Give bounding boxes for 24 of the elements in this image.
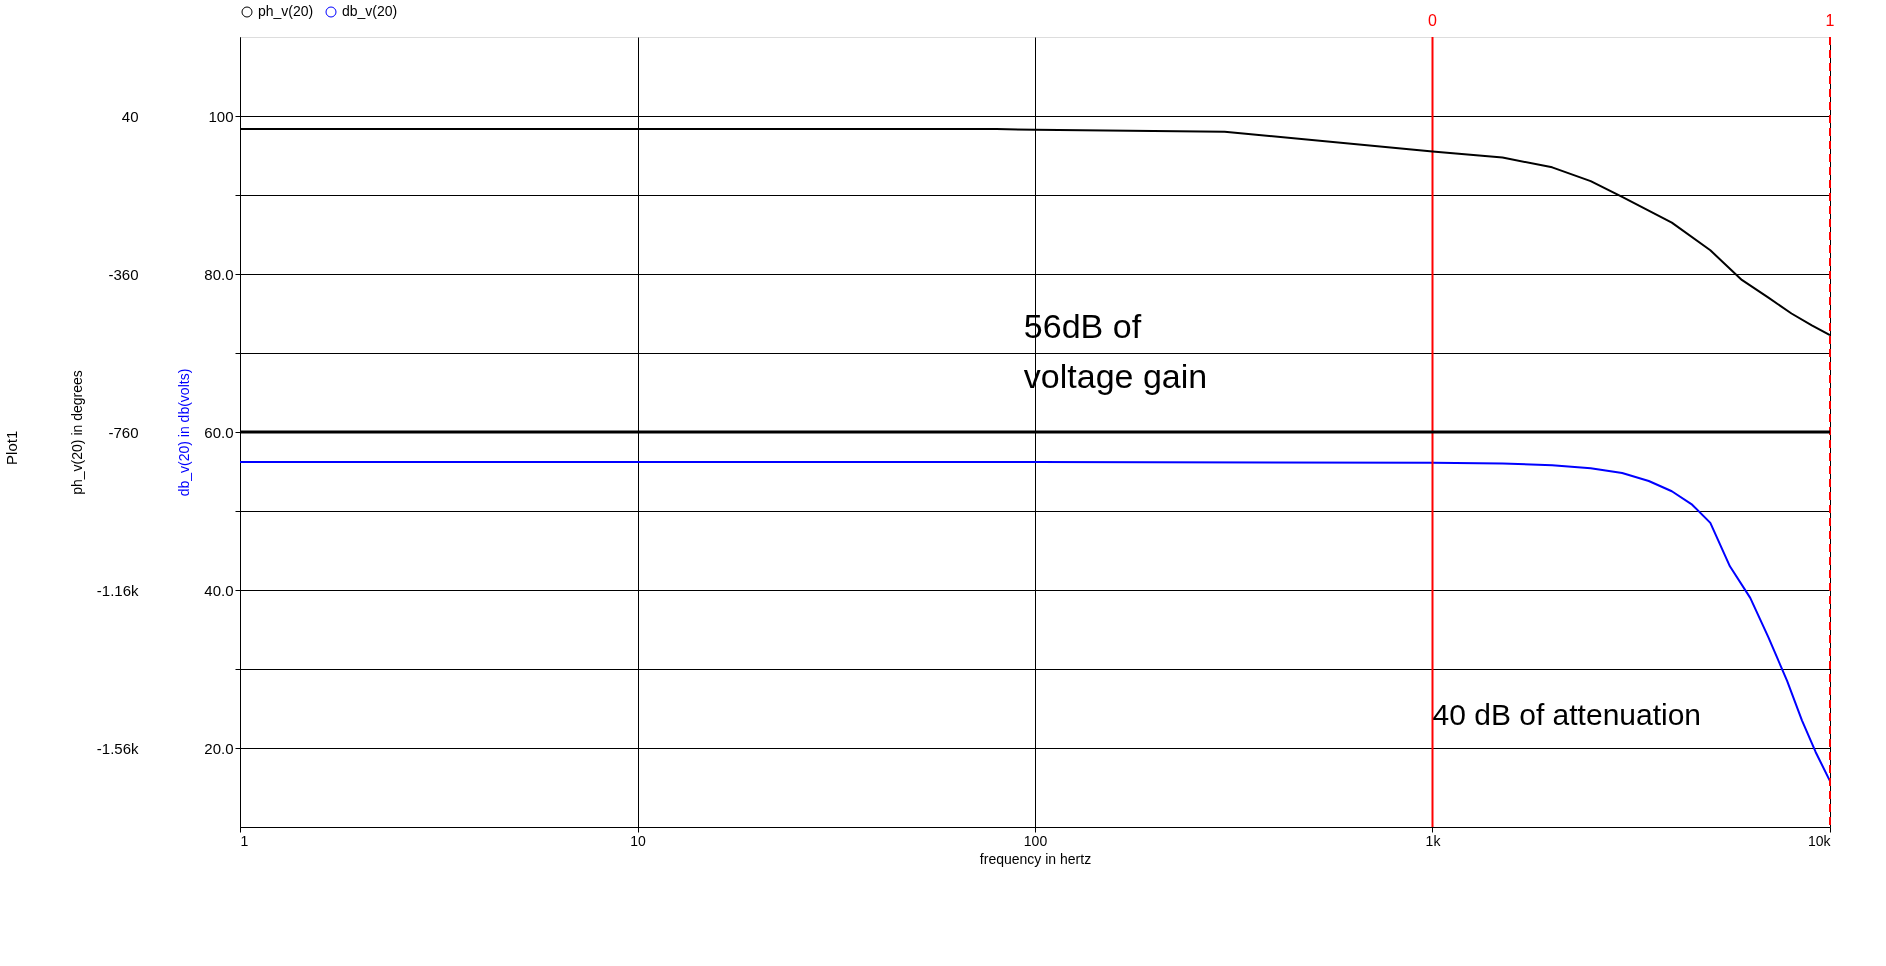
y2-tick-label: -1.56k	[96, 739, 139, 757]
text: 1	[1825, 12, 1835, 29]
x-tick-label: 100	[1023, 832, 1048, 849]
x-tick-label: 1	[240, 832, 249, 849]
y2-axis-title: ph_v(20) in degrees	[68, 370, 85, 495]
y2-tick-label: -360	[108, 265, 139, 283]
y2-tick-label: -760	[108, 423, 139, 441]
text: Plot1	[3, 430, 20, 465]
annotation: 40 dB of attenuation	[1432, 698, 1702, 732]
y-axis-title: db_v(20) in db(volts)	[176, 368, 193, 497]
x-tick-label: 1k	[1425, 832, 1442, 849]
x-tick-label: 10k	[1807, 832, 1832, 849]
y-tick-label: 20.0	[204, 739, 234, 757]
y-tick-label: 80.0	[204, 265, 234, 283]
y2-tick-label: 40	[121, 107, 139, 125]
y-tick-label: 60.0	[204, 423, 234, 441]
legend-label: db_v(20)	[342, 3, 398, 19]
legend-label: ph_v(20)	[258, 3, 314, 19]
y-tick-label: 100	[208, 107, 234, 125]
x-axis-title: frequency in hertz	[979, 850, 1092, 867]
x-tick-label: 10	[630, 832, 646, 849]
y-tick-label: 40.0	[204, 581, 234, 599]
y2-tick-label: -1.16k	[96, 581, 139, 599]
text: 0	[1428, 12, 1438, 29]
